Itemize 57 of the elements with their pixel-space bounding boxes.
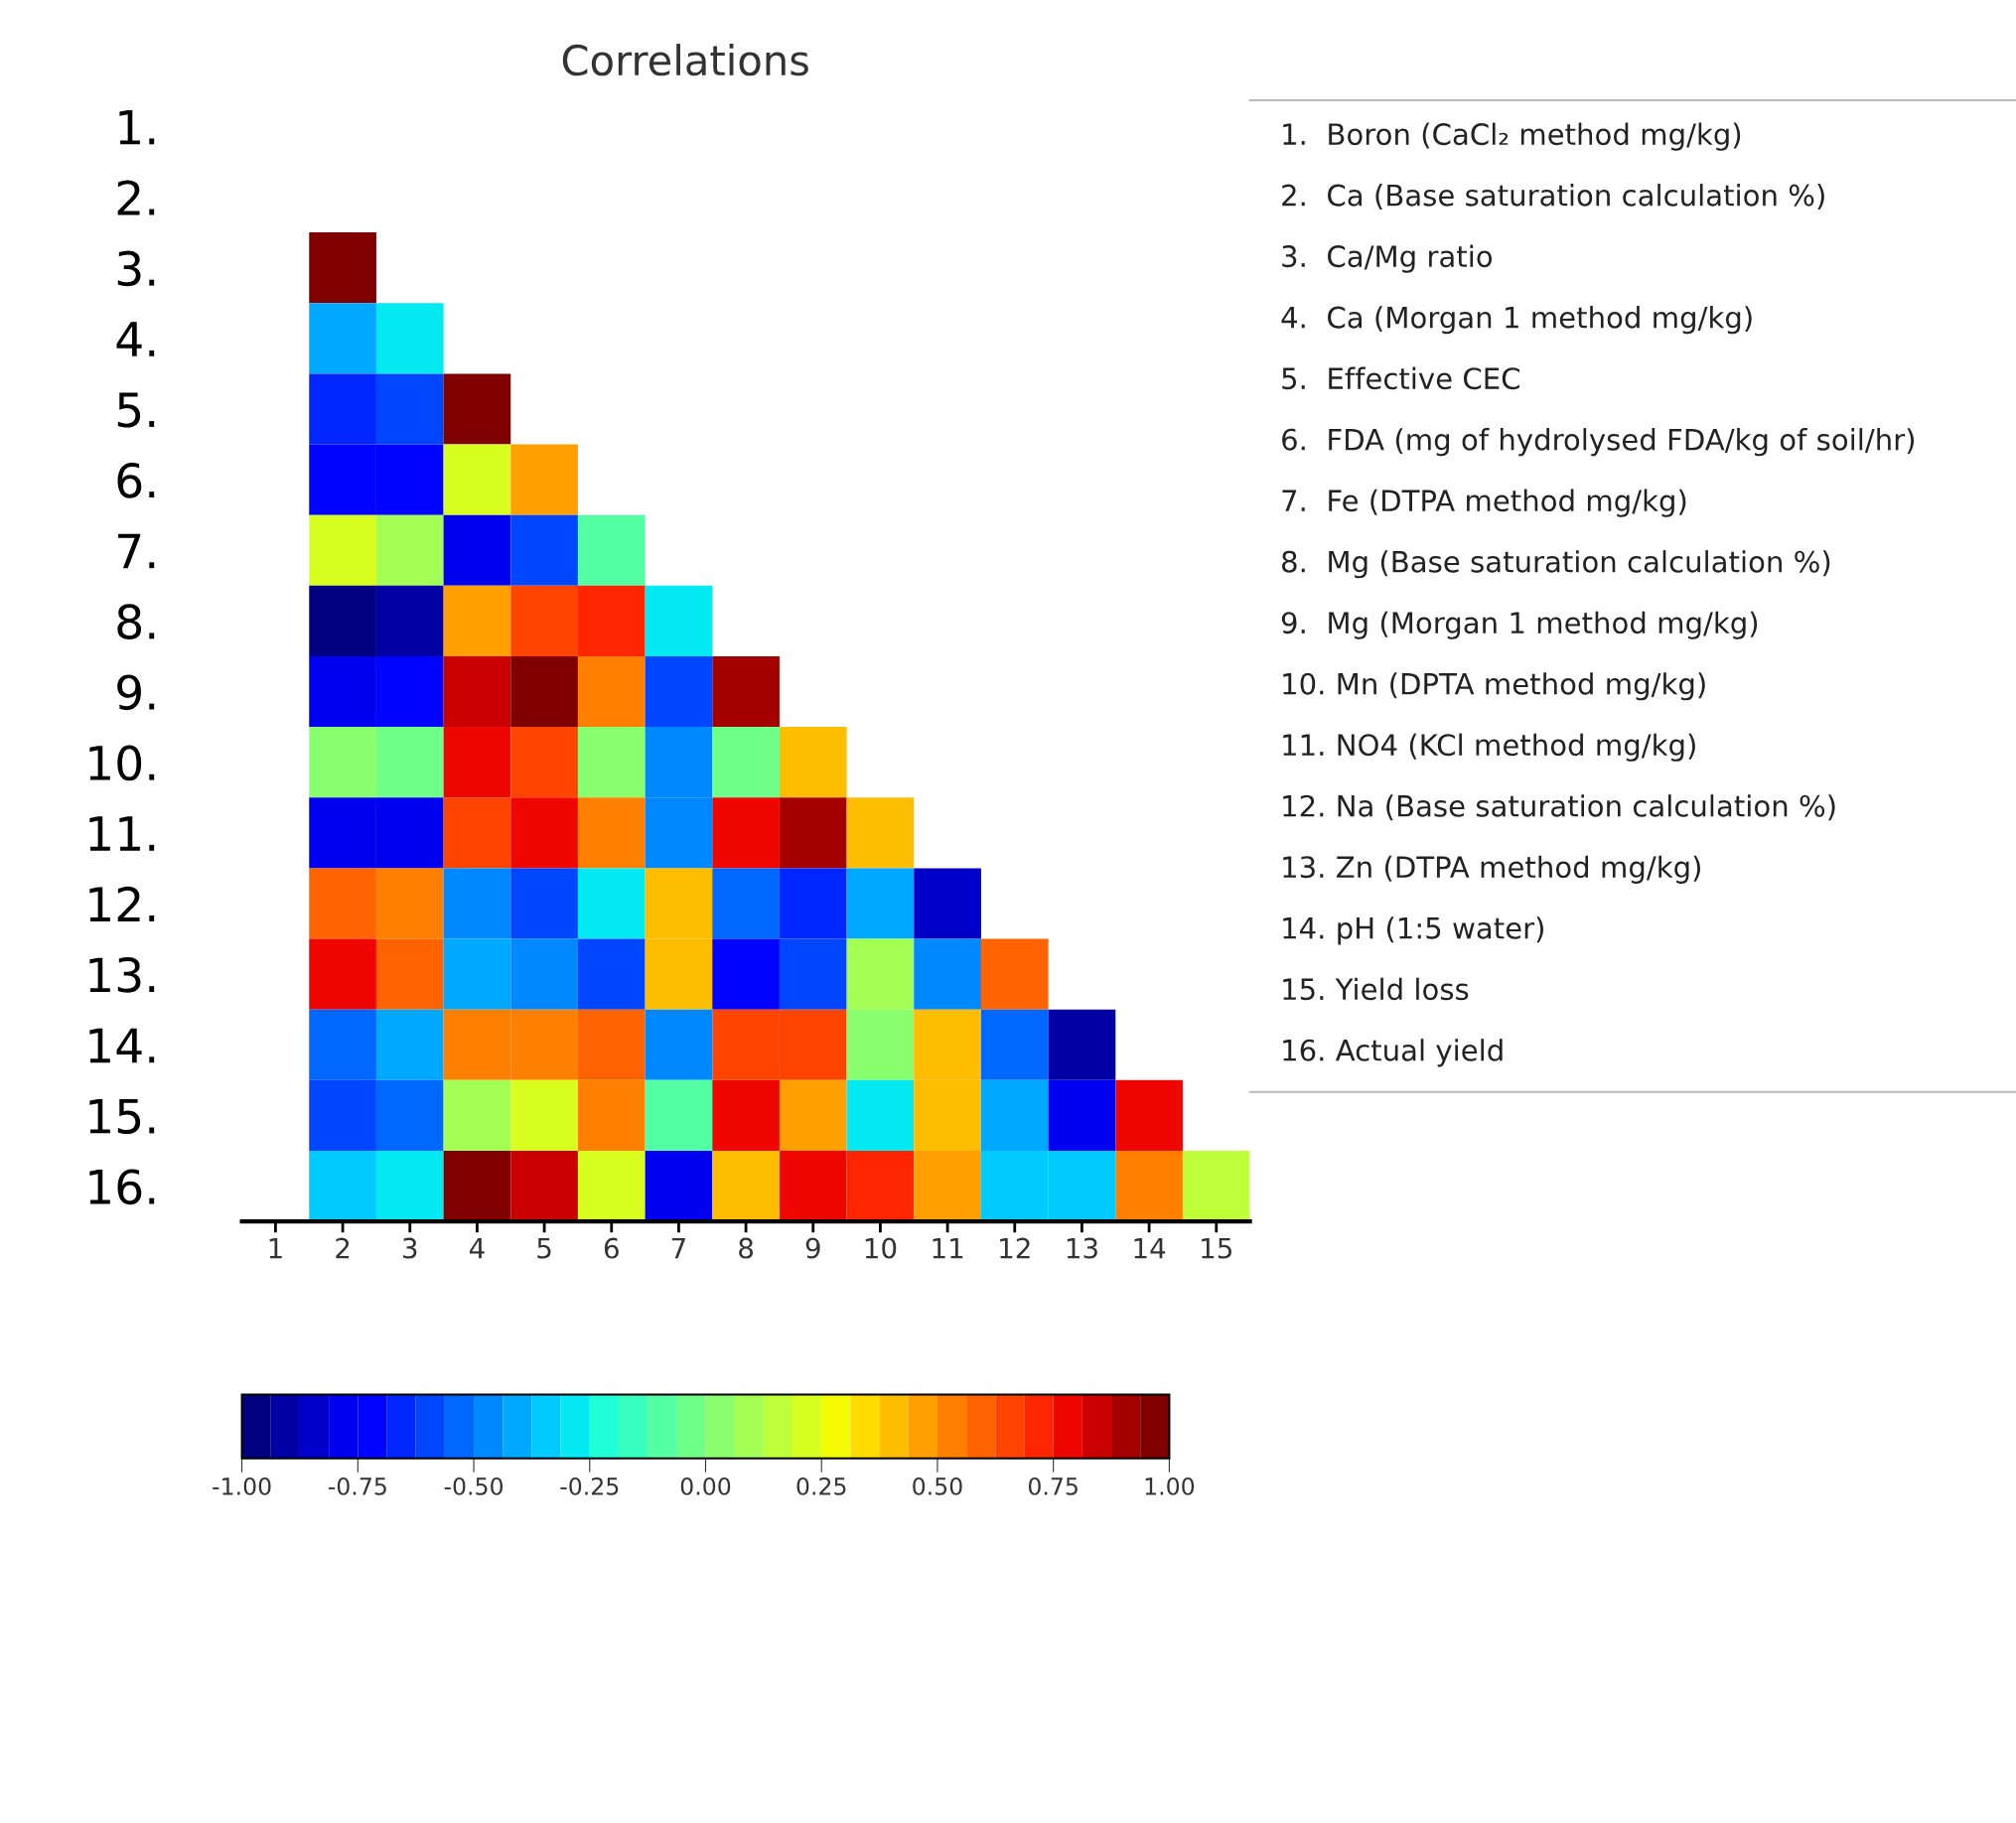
color-bar-label: 0.50 bbox=[913, 1476, 962, 1495]
text: 10. Mn (DPTA method mg/kg) bbox=[1283, 672, 1705, 701]
text: 8. Mg (Base saturation calculation %) bbox=[1282, 550, 1830, 579]
color-bar-label: 0.75 bbox=[1028, 1476, 1078, 1495]
x-tick-label: 7 bbox=[671, 1237, 685, 1259]
y-tick-label: 13. bbox=[89, 957, 155, 993]
y-tick-label: 11. bbox=[89, 816, 155, 851]
text: 3. Ca/Mg ratio bbox=[1282, 244, 1493, 273]
text: 6. FDA (mg of hydrolysed FDA/kg of soil/hr) bbox=[1282, 428, 1915, 457]
y-tick-label: 6. bbox=[117, 462, 155, 498]
x-tick-label: 1 bbox=[269, 1237, 282, 1259]
text: 16. Actual yield bbox=[1283, 1039, 1503, 1067]
text: 13. Zn (DTPA method mg/kg) bbox=[1283, 855, 1700, 884]
text: 4. Ca (Morgan 1 method mg/kg) bbox=[1281, 306, 1752, 335]
x-tick-label: 9 bbox=[805, 1237, 820, 1259]
y-tick-label: 15. bbox=[89, 1098, 155, 1135]
x-tick-label: 13 bbox=[1067, 1237, 1097, 1259]
color-bar-label: -0.75 bbox=[328, 1476, 386, 1495]
y-tick-label: 2. bbox=[117, 180, 155, 215]
color-bar-label: 0.00 bbox=[680, 1476, 731, 1495]
text: 9. Mg (Morgan 1 method mg/kg) bbox=[1281, 611, 1758, 639]
x-tick-label: 15 bbox=[1202, 1237, 1232, 1259]
x-tick-label: 11 bbox=[933, 1237, 963, 1259]
text: 15. Yield loss bbox=[1283, 977, 1469, 1001]
y-tick-label: 12. bbox=[89, 886, 155, 921]
text: 11. NO4 (KCl method mg/kg) bbox=[1283, 733, 1695, 762]
y-tick-label: 3. bbox=[117, 250, 155, 287]
y-tick-label: 14. bbox=[89, 1028, 155, 1063]
x-tick-label: 6 bbox=[604, 1237, 619, 1259]
color-bar-label: -0.50 bbox=[444, 1476, 504, 1495]
x-tick-label: 3 bbox=[403, 1237, 417, 1259]
y-tick-label: 5. bbox=[117, 392, 155, 428]
y-tick-label: 1. bbox=[119, 109, 155, 145]
color-bar-label: -1.00 bbox=[213, 1476, 271, 1495]
y-tick-label: 16. bbox=[89, 1169, 155, 1205]
x-tick-label: 2 bbox=[336, 1237, 350, 1259]
y-tick-label: 9. bbox=[117, 674, 155, 711]
y-tick-label: 10. bbox=[89, 745, 155, 781]
color-bar-label: 1.00 bbox=[1145, 1476, 1195, 1495]
text: 2. Ca (Base saturation calculation %) bbox=[1282, 184, 1824, 210]
text: 5. Effective CEC bbox=[1282, 366, 1519, 390]
text: 1. Boron (CaCl₂ method mg/kg) bbox=[1283, 122, 1741, 151]
y-tick-label: 4. bbox=[116, 322, 155, 356]
color-bar-label: 0.25 bbox=[796, 1476, 846, 1495]
x-tick-label: 8 bbox=[739, 1237, 754, 1259]
chart-title: Correlations bbox=[562, 44, 808, 76]
color-bar-label: -0.25 bbox=[560, 1476, 619, 1495]
y-tick-label: 8. bbox=[117, 604, 155, 639]
x-tick-label: 12 bbox=[1000, 1237, 1030, 1259]
x-tick-label: 10 bbox=[865, 1237, 897, 1259]
x-tick-label: 14 bbox=[1134, 1237, 1166, 1259]
text: 7. Fe (DTPA method mg/kg) bbox=[1282, 489, 1686, 517]
y-tick-label: 7. bbox=[118, 533, 155, 569]
x-tick-label: 4 bbox=[469, 1237, 485, 1259]
text: 12. Na (Base saturation calculation %) bbox=[1283, 794, 1835, 821]
text: 14. pH (1:5 water) bbox=[1283, 916, 1543, 945]
x-tick-label: 5 bbox=[537, 1237, 551, 1259]
